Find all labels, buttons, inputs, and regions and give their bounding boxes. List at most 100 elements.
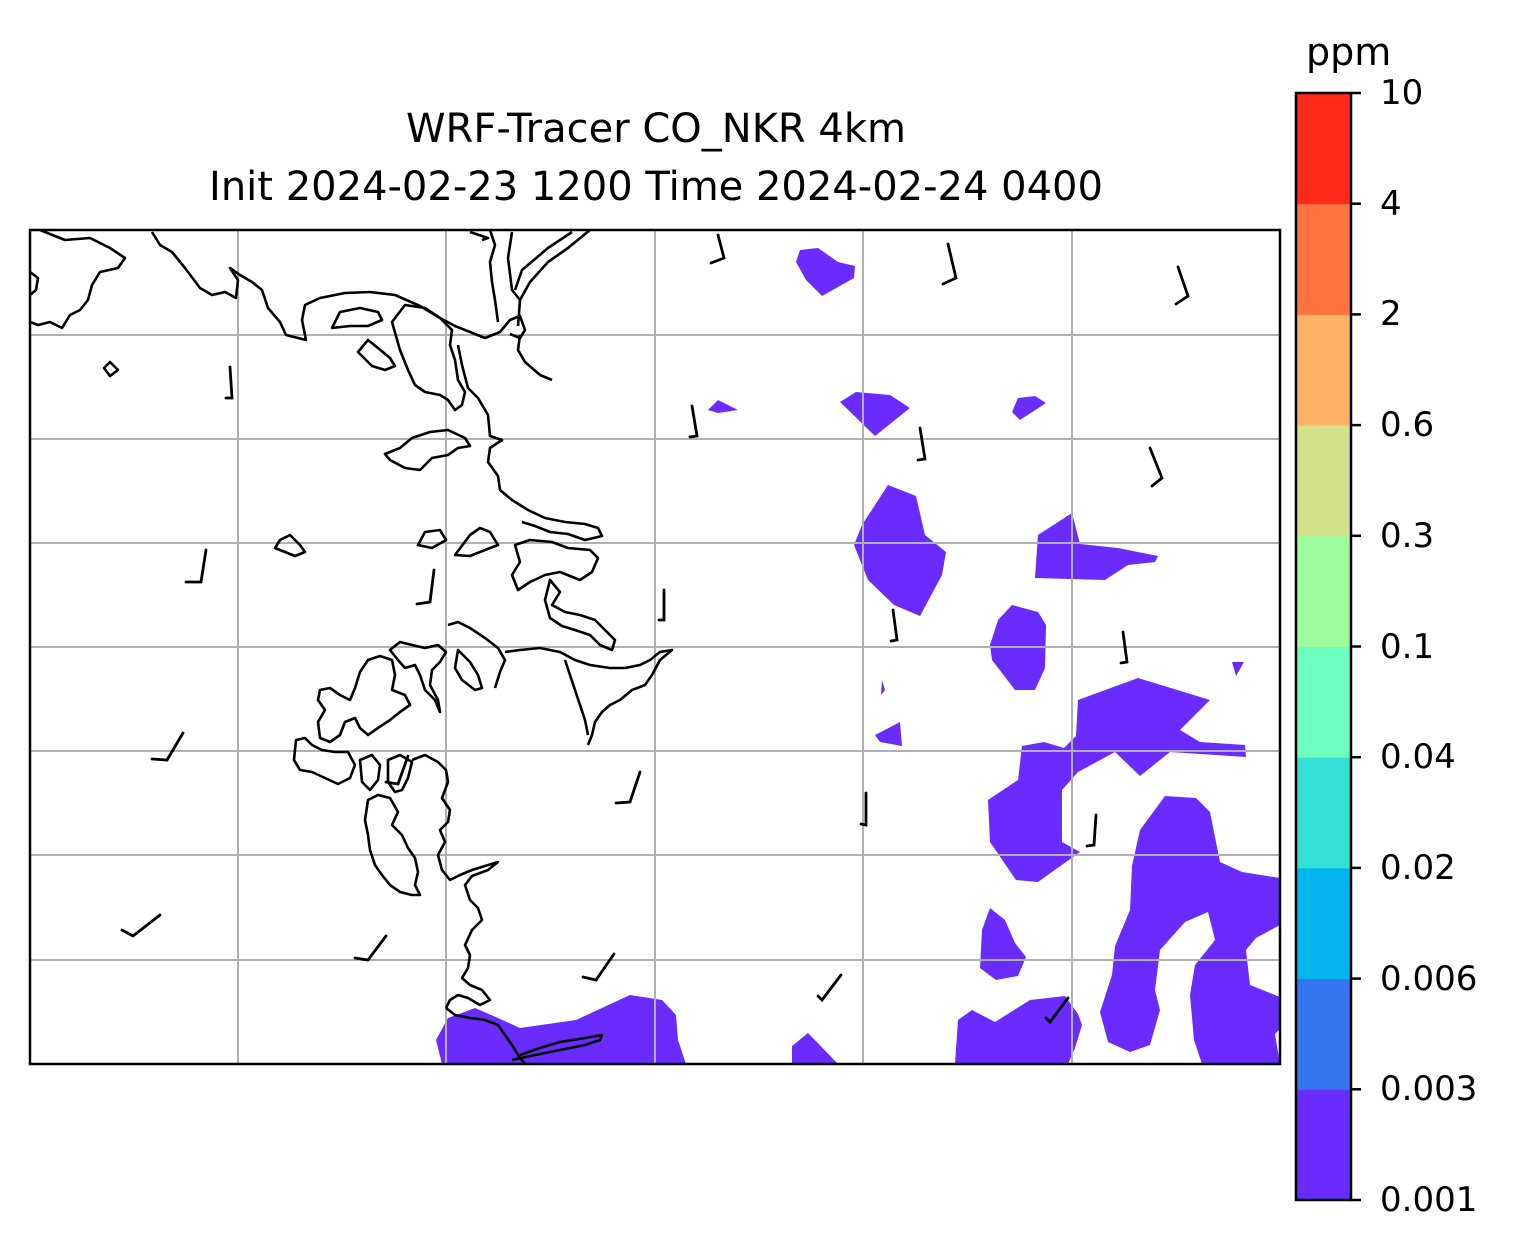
coastline <box>447 620 507 689</box>
colorbar-tick-label: 0.04 <box>1380 737 1456 778</box>
coastline <box>453 648 484 692</box>
wind-barb <box>353 934 388 962</box>
colorbar-tick-label: 0.02 <box>1380 847 1456 888</box>
wind-barb <box>1044 996 1070 1025</box>
wind-barb <box>657 588 666 622</box>
coastline <box>388 640 448 714</box>
colorbar-tick-label: 0.001 <box>1380 1180 1478 1220</box>
contour-patch <box>881 680 885 695</box>
colorbar-segment <box>1296 314 1351 426</box>
contour-patch <box>988 678 1246 882</box>
wind-barb <box>224 365 234 400</box>
contour-patch <box>796 248 855 296</box>
colorbar-tick-label: 2 <box>1380 294 1402 335</box>
coastline <box>358 753 382 792</box>
tracer-contour-layer <box>436 248 1280 1064</box>
coastline <box>445 1006 526 1064</box>
coastline <box>102 360 120 378</box>
wind-barb <box>384 754 410 786</box>
colorbar-unit-label: ppm <box>1306 30 1392 74</box>
coastline <box>456 344 604 542</box>
wind-barb <box>150 731 185 762</box>
coastline <box>453 526 500 558</box>
contour-patch <box>854 485 946 616</box>
contour-patch <box>1232 662 1244 676</box>
coastline <box>330 306 384 330</box>
coastline <box>363 793 422 897</box>
wind-barb <box>1085 813 1098 848</box>
coastline-layer <box>30 230 674 1064</box>
wind-barb <box>1148 446 1164 488</box>
coastline <box>469 230 490 242</box>
colorbar-tick-label: 0.3 <box>1380 515 1435 556</box>
colorbar-tick-label: 0.1 <box>1380 626 1435 667</box>
contour-patch <box>1012 396 1046 420</box>
coastline <box>150 231 527 342</box>
chart-title-line1: WRF-Tracer CO_NKR 4km <box>405 106 907 152</box>
colorbar-tick-label: 0.003 <box>1380 1069 1478 1110</box>
coastline <box>386 753 414 794</box>
coastline <box>316 654 412 744</box>
contour-patch <box>1035 513 1158 580</box>
coastline <box>383 428 472 472</box>
map-frame <box>28 228 1282 1066</box>
colorbar-segment <box>1296 757 1351 869</box>
contour-patch <box>1100 796 1280 1064</box>
wind-barb <box>688 404 699 439</box>
coastline <box>513 230 573 291</box>
colorbar-tick-label: 0.6 <box>1380 405 1435 446</box>
coastline <box>563 659 590 736</box>
wind-barb <box>1174 265 1190 306</box>
colorbar-segment <box>1296 535 1351 647</box>
contour-patch <box>875 722 902 746</box>
colorbar-tick-label: 10 <box>1380 73 1424 113</box>
wind-barb <box>941 242 958 286</box>
wind-barb <box>120 913 162 938</box>
wind-barb <box>709 233 726 265</box>
colorbar <box>1294 91 1361 1202</box>
coastline <box>511 1033 604 1062</box>
wind-barb <box>889 608 899 643</box>
contour-patch <box>955 996 1082 1064</box>
colorbar-segment <box>1296 978 1351 1090</box>
coastline <box>518 230 591 301</box>
colorbar-segment <box>1296 93 1351 205</box>
colorbar-segment <box>1296 203 1351 315</box>
coastline <box>510 538 600 592</box>
chart-title-line2: Init 2024-02-23 1200 Time 2024-02-24 040… <box>209 164 1103 210</box>
coastline <box>273 533 307 558</box>
coastline <box>543 578 617 652</box>
wind-barb <box>916 426 927 462</box>
coastline <box>488 230 500 323</box>
coastline <box>416 528 448 550</box>
coastline <box>356 338 397 372</box>
contour-patch <box>840 392 910 436</box>
wind-barb <box>859 791 868 827</box>
coastline <box>504 646 674 746</box>
coastline <box>30 230 127 330</box>
wind-barb <box>415 568 436 606</box>
coastline <box>390 303 467 412</box>
wind-barb <box>184 548 208 584</box>
colorbar-segment <box>1296 1089 1351 1201</box>
contour-patch <box>980 908 1026 980</box>
coastline <box>292 736 357 786</box>
contour-patch <box>792 1033 838 1064</box>
coastline <box>30 270 40 296</box>
wind-barb <box>816 973 843 1003</box>
map-gridlines <box>30 230 1280 1064</box>
coastline <box>506 231 522 327</box>
wind-barb <box>1119 630 1129 665</box>
colorbar-segment <box>1296 425 1351 537</box>
colorbar-tick-label: 0.006 <box>1380 958 1478 999</box>
wind-barb-layer <box>120 233 1190 1025</box>
colorbar-segment <box>1296 867 1351 980</box>
coastline <box>516 334 553 382</box>
contour-patch <box>708 400 738 413</box>
wind-barb <box>614 770 642 805</box>
contour-patch <box>436 995 686 1064</box>
wind-barb <box>581 952 616 982</box>
coastline <box>411 753 500 1009</box>
colorbar-tick-label: 4 <box>1380 183 1402 224</box>
